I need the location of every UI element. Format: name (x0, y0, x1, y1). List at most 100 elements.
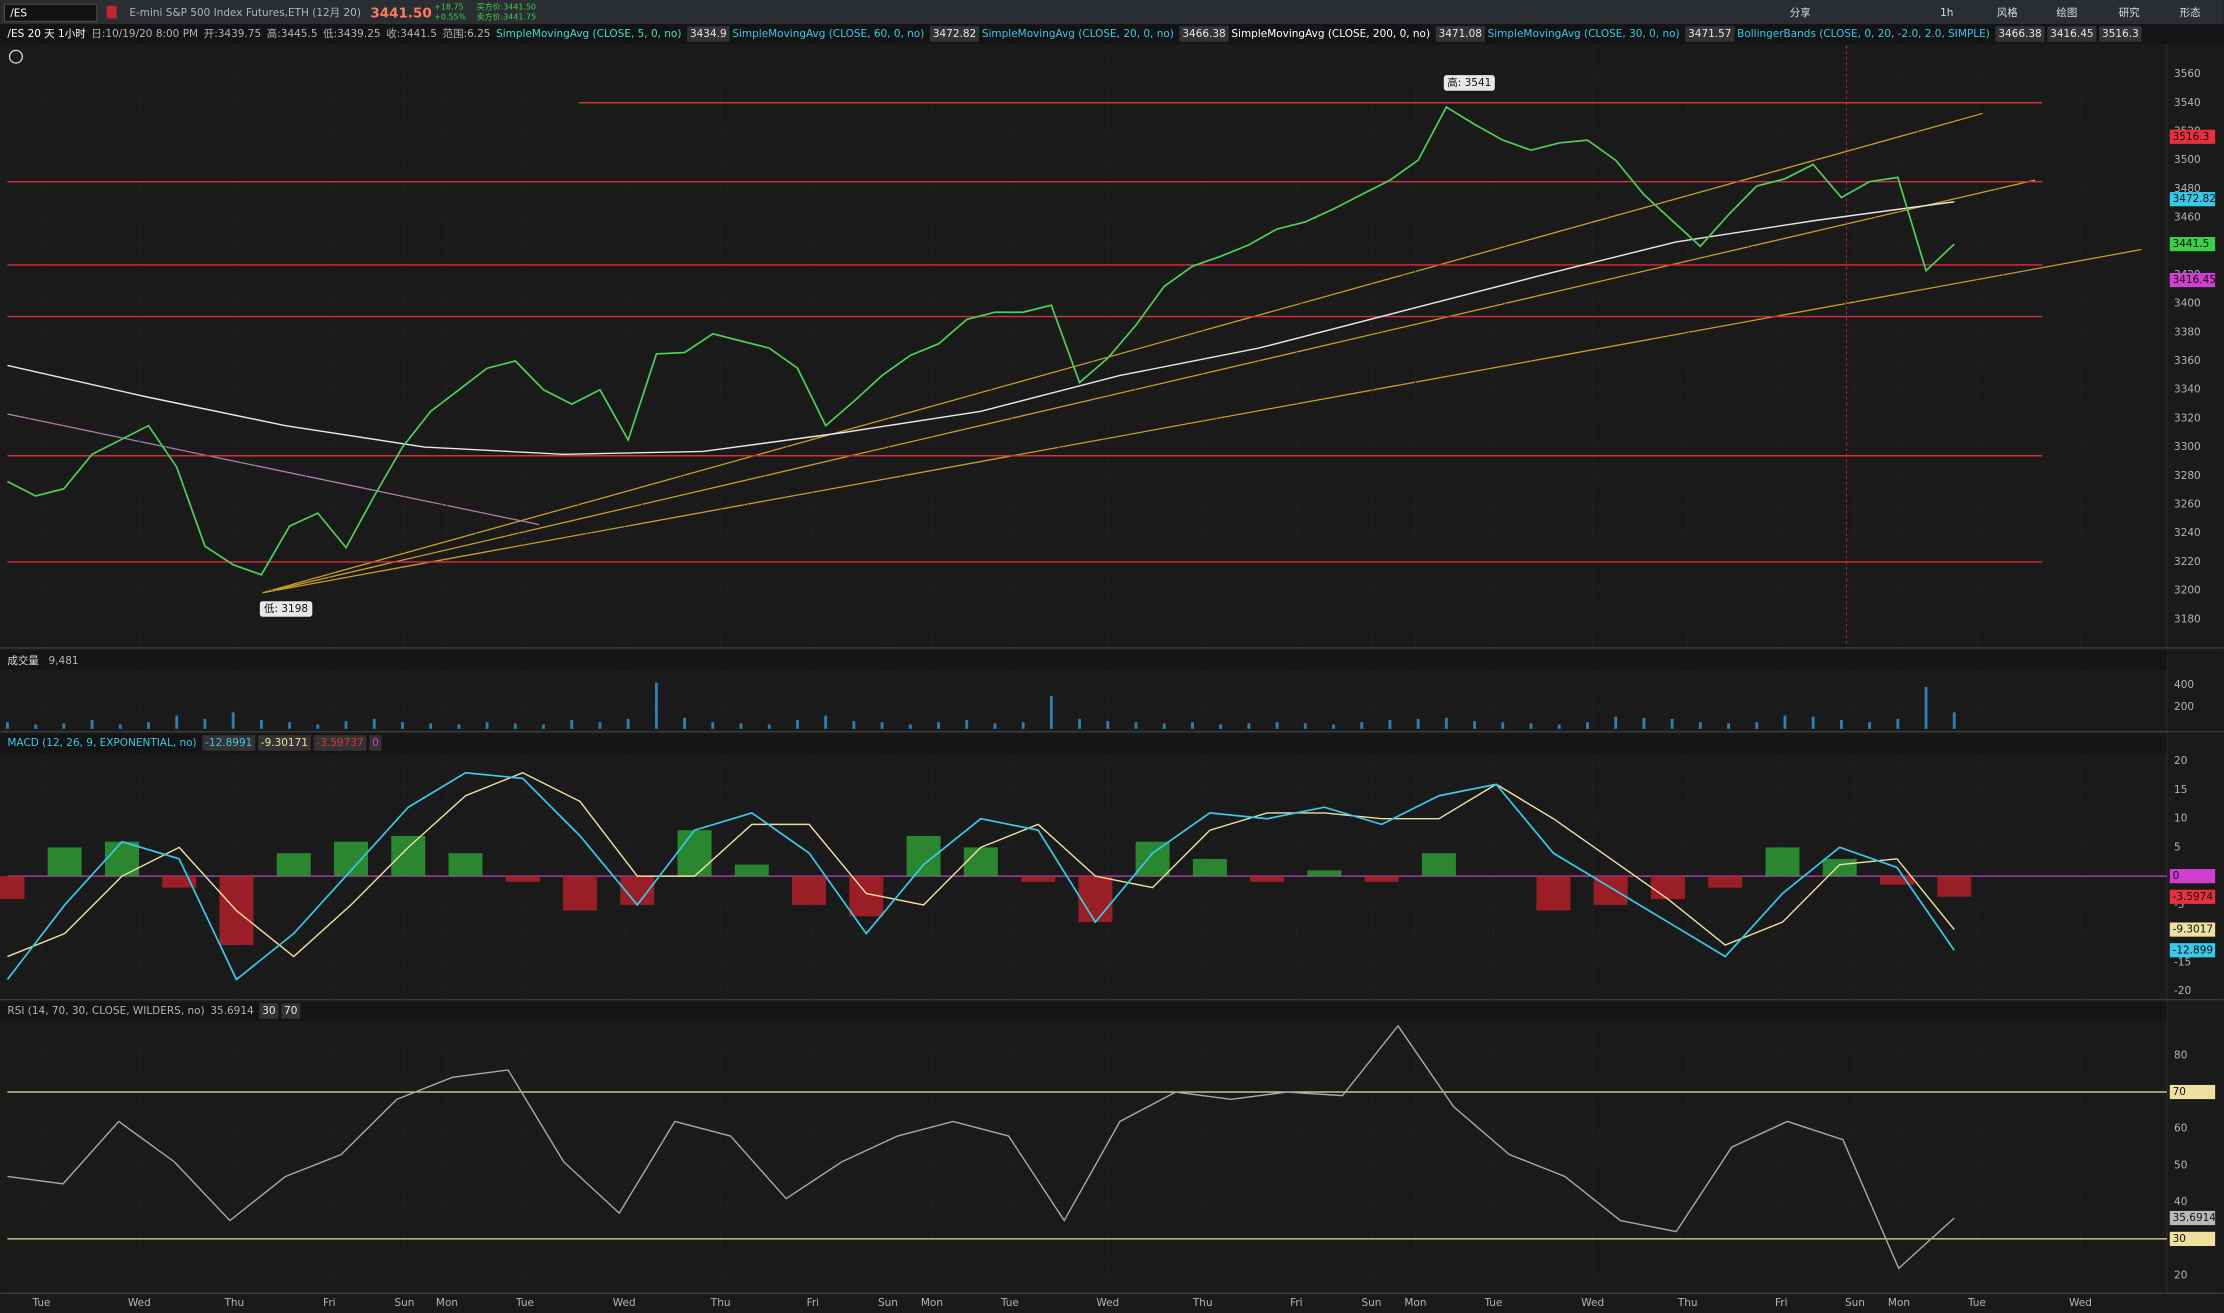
volume-bar (6, 722, 9, 729)
volume-title: 成交量 (7, 654, 38, 667)
macd-signal-line (7, 771, 1955, 958)
axis-flag-label: 3441.5 (2173, 238, 2210, 250)
study-value-box (1179, 26, 1229, 42)
toolbar-button[interactable] (2159, 2, 2217, 22)
volume-readout: 9,481 (49, 655, 79, 667)
volume-bar (1557, 724, 1561, 729)
macd-readout-box (257, 735, 311, 751)
volume-bar (1586, 722, 1589, 729)
x-tick-label: Fri (1775, 1297, 1788, 1309)
price-line (7, 105, 1955, 576)
toolbar-button-label[interactable]: 绘图 (2056, 6, 2077, 19)
macd-readout: -3.59737 (316, 737, 363, 749)
y-tick-label: 3200 (2174, 585, 2201, 597)
macd-histogram-bar (1021, 876, 1056, 882)
volume-bar (429, 723, 433, 729)
volume-bar (118, 724, 122, 729)
volume-bar (62, 723, 66, 729)
x-tick-label: Mon (921, 1297, 943, 1309)
volume-bar (1219, 724, 1223, 729)
y-tick-label: 3380 (2174, 326, 2201, 338)
y-tick-label: 3240 (2174, 527, 2201, 539)
volume-bar (1811, 716, 1815, 729)
y-tick-label: 3260 (2174, 499, 2201, 511)
symbol-box[interactable] (4, 3, 98, 22)
study-value: 3416.45 (2050, 28, 2093, 40)
macd-histogram-bar (1879, 876, 1915, 885)
study-value-box (2047, 26, 2097, 42)
y-tick-label: 3180 (2174, 613, 2201, 625)
volume-bar (1868, 722, 1872, 729)
study-value-box (2099, 26, 2142, 42)
toolbar-button-label[interactable]: 分享 (1790, 6, 1811, 19)
quote-item: 开:3439.75 (204, 28, 261, 40)
axis-flag (2169, 237, 2216, 252)
macd-histogram-bar (1536, 876, 1571, 911)
volume-bar (1698, 722, 1702, 729)
study-label: SimpleMovingAvg (CLOSE, 20, 0, no) (982, 28, 1174, 40)
x-tick-label: Wed (128, 1297, 151, 1309)
y-tick-label: 3300 (2174, 441, 2201, 453)
volume-bar (1473, 721, 1477, 729)
bid: 买方价:3441.50 (477, 2, 536, 12)
change-pct: +0.55% (434, 13, 466, 22)
volume-bar (1049, 695, 1053, 729)
volume-bar (1642, 717, 1646, 729)
macd-histogram-bar (505, 876, 540, 882)
volume-bar (598, 722, 602, 729)
toolbar-button-label[interactable]: 研究 (2119, 6, 2140, 19)
x-tick-label: Wed (1581, 1297, 1604, 1309)
toolbar-button[interactable] (1769, 2, 1827, 22)
toolbar-button-label[interactable]: 风格 (1997, 6, 2018, 19)
x-tick-label: Tue (1967, 1297, 1986, 1309)
link-icon[interactable] (106, 5, 117, 19)
volume-bar (1388, 720, 1392, 729)
macd-histogram-bar (1421, 853, 1456, 877)
x-tick-label: Tue (515, 1297, 534, 1309)
toolbar-button[interactable] (1976, 2, 2034, 22)
volume-bar (767, 724, 771, 729)
x-tick-label: Mon (1404, 1297, 1426, 1309)
rsi-oversold-readout-box (259, 1003, 279, 1019)
volume-bar (288, 722, 291, 729)
y-tick-label: 80 (2174, 1049, 2187, 1061)
high-bubble (1443, 75, 1495, 91)
rsi-line (7, 1024, 1955, 1270)
study-value: 3471.08 (1439, 28, 1482, 40)
macd-readout-box (313, 735, 367, 751)
toolbar-button[interactable] (1920, 2, 1977, 22)
axis-flag (2169, 1231, 2216, 1246)
volume-bar (1106, 721, 1110, 729)
volume-bar (796, 720, 799, 729)
study-label: SimpleMovingAvg (CLOSE, 60, 0, no) (732, 28, 924, 40)
volume-bar (1134, 722, 1138, 729)
quote-item: 范围:6.25 (443, 27, 491, 40)
volume-bar (1191, 722, 1194, 729)
macd-histogram-bar (1135, 841, 1170, 877)
axis-flag-label: 70 (2173, 1086, 2186, 1098)
axis-flag-label: 35.6914 (2173, 1212, 2217, 1224)
volume-bar (372, 718, 376, 729)
axis-flag (2169, 943, 2216, 958)
volume-bar (90, 720, 94, 729)
alert-icon[interactable] (8, 49, 23, 64)
macd-histogram-bar (792, 876, 827, 905)
study-label: SimpleMovingAvg (CLOSE, 200, 0, no) (1231, 28, 1430, 40)
axis-flag (2169, 889, 2216, 904)
study-value-box (1995, 26, 2045, 42)
toolbar-button[interactable] (2036, 2, 2094, 22)
macd-histogram-bar (1307, 870, 1342, 877)
trend-line (262, 179, 2036, 594)
axis-flag (2169, 272, 2216, 288)
toolbar-button-label[interactable]: 1h (1940, 7, 1953, 19)
x-tick-label: Thu (1192, 1297, 1213, 1309)
quote-item: 高:3445.5 (267, 27, 318, 40)
toolbar-button-label[interactable]: 形态 (2180, 6, 2201, 19)
volume-bar (1952, 712, 1956, 729)
toolbar-button[interactable] (2098, 2, 2156, 22)
y-tick-label: 3340 (2174, 384, 2201, 396)
volume-bar (570, 720, 574, 729)
panel-header (0, 1002, 2167, 1021)
macd-histogram-bar (276, 853, 311, 877)
